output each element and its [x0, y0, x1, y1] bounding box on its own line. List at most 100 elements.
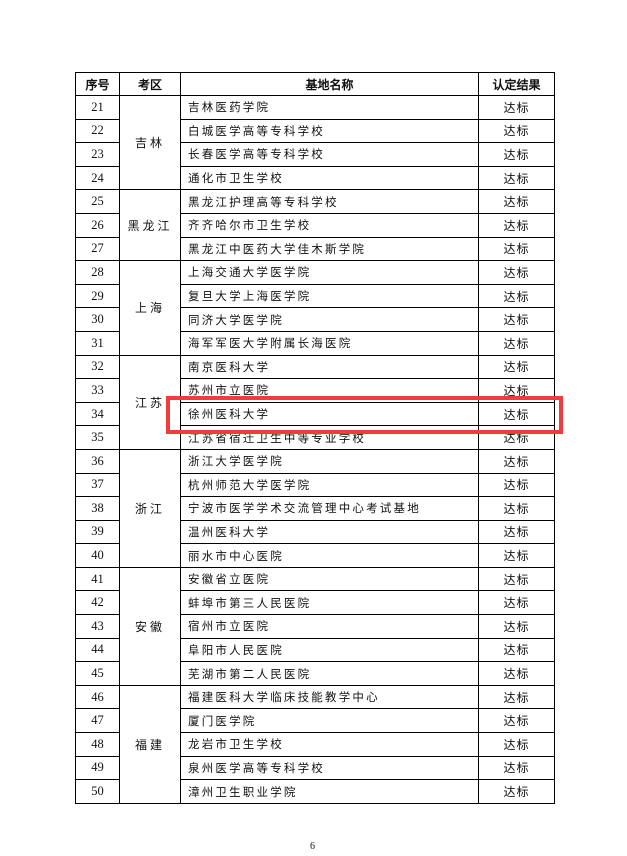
row-number: 22 [75, 118, 120, 144]
row-number: 45 [75, 661, 120, 686]
result: 达标 [478, 779, 555, 804]
row-number: 33 [75, 378, 120, 403]
base-name: 安徽省立医院 [180, 566, 479, 592]
row-number: 25 [75, 189, 120, 214]
base-name: 蚌埠市第三人民医院 [180, 590, 479, 616]
row-number: 50 [75, 779, 120, 804]
result: 达标 [478, 661, 555, 686]
row-number: 44 [75, 637, 120, 663]
row-number: 42 [75, 590, 120, 616]
page-number: 6 [310, 841, 315, 852]
table-row: 30 同济大学医学院 达标 [75, 307, 555, 332]
base-name: 徐州医科大学 [180, 401, 479, 427]
result: 达标 [478, 614, 555, 639]
header-region: 考区 [119, 72, 181, 96]
table-row: 50 漳州卫生职业学院 达标 [75, 779, 555, 804]
result: 达标 [478, 142, 555, 167]
row-number: 46 [75, 684, 120, 710]
base-name: 复旦大学上海医学院 [180, 283, 479, 309]
result: 达标 [478, 378, 555, 403]
row-number: 30 [75, 307, 120, 332]
table-row: 37 杭州师范大学医学院 达标 [75, 472, 555, 498]
base-name: 厦门医学院 [180, 708, 479, 734]
row-number: 48 [75, 732, 120, 757]
base-name: 宿州市立医院 [180, 614, 479, 639]
result: 达标 [478, 566, 555, 592]
table-row: 32 江苏 南京医科大学 达标 [75, 354, 555, 450]
row-number: 28 [75, 260, 120, 285]
base-name: 上海交通大学医学院 [180, 260, 479, 285]
row-number: 37 [75, 472, 120, 498]
base-name: 福建医科大学临床技能教学中心 [180, 684, 479, 710]
row-number: 35 [75, 425, 120, 450]
base-certification-table: 序号 考区 基地名称 认定结果 21 吉林 吉林医药学院 达标 22 白城医学高等专科学校… [75, 72, 555, 804]
base-name: 黑龙江中医药大学佳木斯学院 [180, 236, 479, 262]
base-name: 齐齐哈尔市卫生学校 [180, 212, 479, 238]
base-name: 泉州医学高等专科学校 [180, 755, 479, 781]
base-name: 白城医学高等专科学校 [180, 118, 479, 144]
table-row: 21 吉林 吉林医药学院 达标 [75, 94, 555, 191]
base-name: 温州医科大学 [180, 519, 479, 545]
row-number: 34 [75, 401, 120, 427]
base-name: 芜湖市第二人民医院 [180, 661, 479, 686]
result: 达标 [478, 401, 555, 427]
table-row: 27 黑龙江中医药大学佳木斯学院 达标 [75, 236, 555, 262]
result: 达标 [478, 755, 555, 781]
row-number: 43 [75, 614, 120, 639]
base-name: 南京医科大学 [180, 354, 479, 380]
row-number: 47 [75, 708, 120, 734]
row-number: 38 [75, 496, 120, 521]
result: 达标 [478, 496, 555, 521]
row-number: 41 [75, 566, 120, 592]
base-name: 阜阳市人民医院 [180, 637, 479, 663]
row-number: 23 [75, 142, 120, 167]
table-row: 49 泉州医学高等专科学校 达标 [75, 755, 555, 781]
table-row: 40 丽水市中心医院 达标 [75, 543, 555, 568]
row-number: 27 [75, 236, 120, 262]
table-body: 21 吉林 吉林医药学院 达标 22 白城医学高等专科学校 达标 23 长春医学高等专科学校 达标… [75, 94, 555, 804]
result: 达标 [478, 307, 555, 332]
table-row: 43 宿州市立医院 达标 [75, 614, 555, 639]
base-name: 杭州师范大学医学院 [180, 472, 479, 498]
base-name: 同济大学医学院 [180, 307, 479, 332]
region-cell: 浙江 [119, 448, 181, 568]
header-base-name: 基地名称 [180, 72, 479, 96]
base-name: 通化市卫生学校 [180, 165, 479, 191]
result: 达标 [478, 543, 555, 568]
header-result: 认定结果 [478, 72, 555, 96]
base-name: 黑龙江护理高等专科学校 [180, 189, 479, 214]
region-cell: 吉林 [119, 94, 181, 191]
result: 达标 [478, 425, 555, 450]
base-name: 吉林医药学院 [180, 95, 479, 120]
result: 达标 [478, 590, 555, 616]
result: 达标 [478, 118, 555, 144]
result: 达标 [478, 519, 555, 545]
row-number: 21 [75, 95, 120, 120]
result: 达标 [478, 684, 555, 710]
row-number: 49 [75, 755, 120, 781]
base-name: 丽水市中心医院 [180, 543, 479, 568]
result: 达标 [478, 732, 555, 757]
header-no: 序号 [75, 72, 120, 96]
result: 达标 [478, 236, 555, 262]
result: 达标 [478, 330, 555, 356]
region-cell: 上海 [119, 260, 181, 356]
base-name: 浙江大学医学院 [180, 448, 479, 474]
result: 达标 [478, 260, 555, 285]
base-name: 苏州市立医院 [180, 378, 479, 403]
row-number: 39 [75, 519, 120, 545]
table-row: 23 长春医学高等专科学校 达标 [75, 142, 555, 167]
row-number: 32 [75, 354, 120, 380]
result: 达标 [478, 283, 555, 309]
region-cell: 黑龙江 [119, 189, 181, 262]
base-name: 龙岩市卫生学校 [180, 732, 479, 757]
table-row: 45 芜湖市第二人民医院 达标 [75, 661, 555, 686]
region-cell: 安徽 [119, 566, 181, 686]
table-row: 36 浙江 浙江大学医学院达标 [75, 448, 555, 568]
row-number: 36 [75, 448, 120, 474]
table-row: 46 福建 福建医科大学临床技能教学中心 达标 [75, 684, 555, 804]
base-name: 宁波市医学学术交流管理中心考试基地 [180, 496, 479, 521]
result: 达标 [478, 637, 555, 663]
table-row: 35 江苏省宿迁卫生中等专业学校 达标 [75, 425, 555, 450]
row-number: 26 [75, 212, 120, 238]
